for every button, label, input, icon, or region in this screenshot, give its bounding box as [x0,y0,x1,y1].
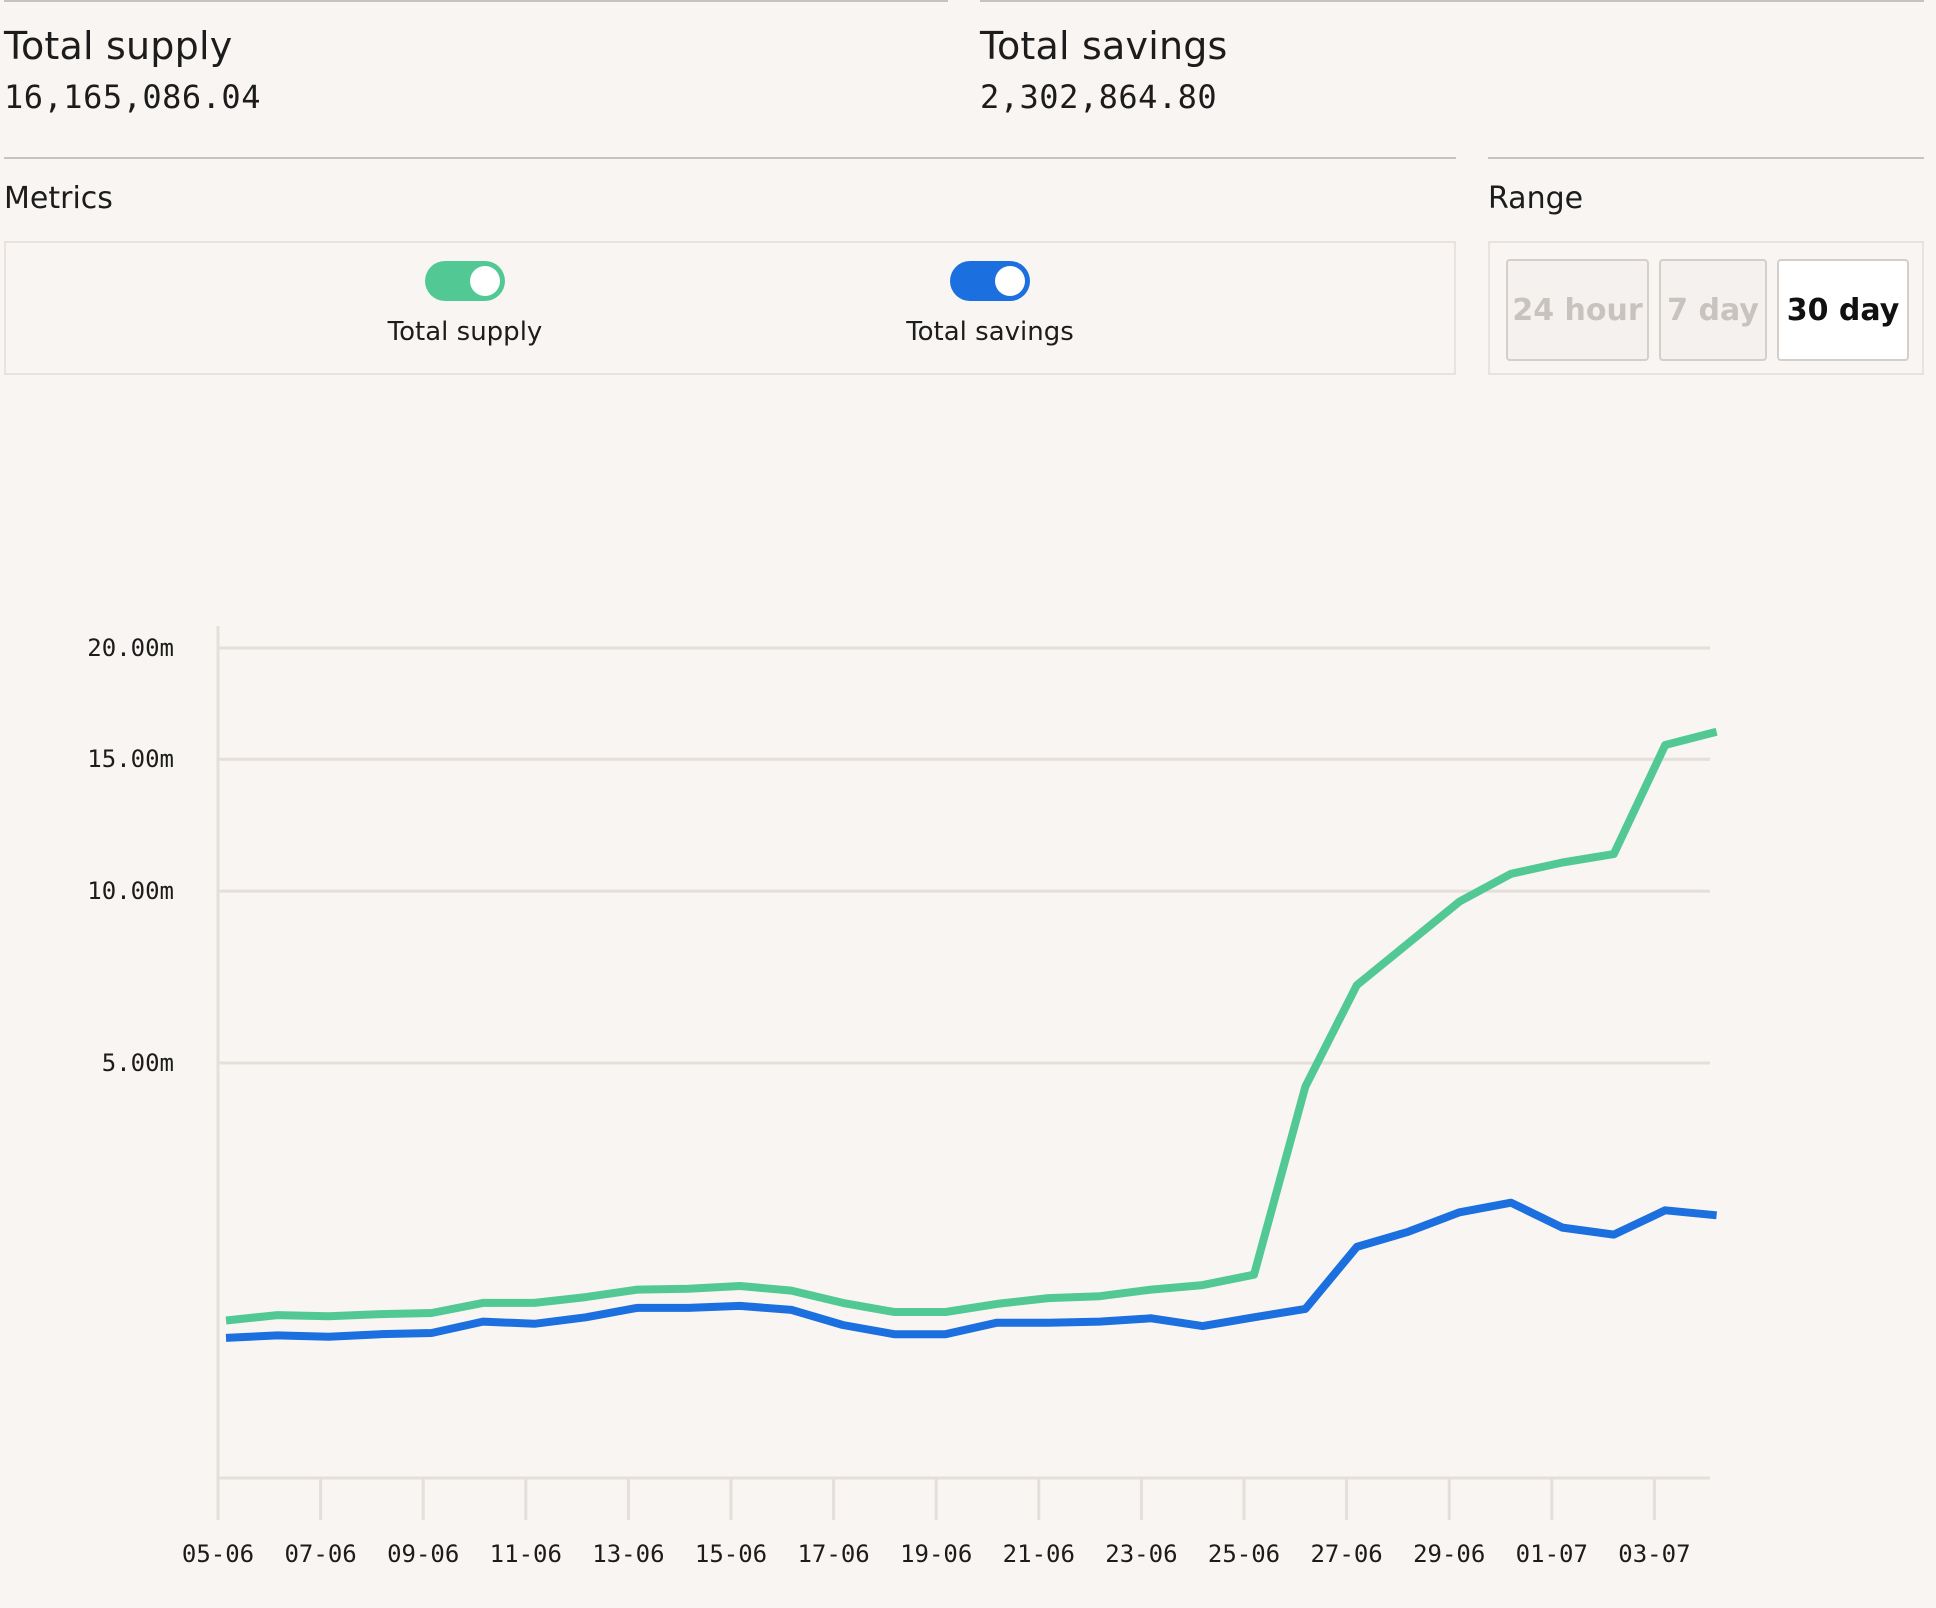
toggle-switch-total-supply[interactable] [425,261,505,301]
series-line-total-supply [225,727,1718,1325]
x-tick-label: 05-06 [182,1540,254,1568]
toggle-switch-total-savings[interactable] [950,261,1030,301]
toggle-total-supply[interactable]: Total supply [345,261,585,347]
total-supply-value: 16,165,086.04 [4,78,261,116]
total-supply-label: Total supply [4,24,233,68]
x-tick-label: 15-06 [695,1540,767,1568]
range-24-hour-button[interactable]: 24 hour [1506,259,1649,361]
y-tick-label: 5.00m [102,1049,174,1077]
toggle-knob [995,266,1025,296]
y-tick-label: 20.00m [87,634,174,662]
total-savings-label: Total savings [980,24,1228,68]
total-savings-value: 2,302,864.80 [980,78,1218,116]
range-button-box: 24 hour 7 day 30 day [1488,241,1924,375]
y-tick-label: 10.00m [87,877,174,905]
toggle-total-savings[interactable]: Total savings [870,261,1110,347]
x-tick-label: 13-06 [592,1540,664,1568]
range-title: Range [1488,181,1584,216]
x-tick-label: 11-06 [490,1540,562,1568]
x-tick-label: 27-06 [1310,1540,1382,1568]
x-tick-label: 23-06 [1105,1540,1177,1568]
metrics-section: Metrics Total supply Total savings [4,157,1456,375]
x-tick-label: 19-06 [900,1540,972,1568]
toggle-knob [470,266,500,296]
x-tick-label: 17-06 [797,1540,869,1568]
range-30-day-button[interactable]: 30 day [1777,259,1909,361]
line-chart: 5.00m 10.00m 15.00m 20.00m 05-06 07-06 09-06 11… [87,626,1718,1568]
x-tick-label: 25-06 [1208,1540,1280,1568]
x-tick-label: 21-06 [1003,1540,1075,1568]
x-tick-label: 01-07 [1516,1540,1588,1568]
toggle-label-total-savings: Total savings [906,317,1074,347]
metrics-title: Metrics [4,181,113,216]
toggle-label-total-supply: Total supply [387,317,543,347]
x-tick-label: 29-06 [1413,1540,1485,1568]
chart-axes: 5.00m 10.00m 15.00m 20.00m 05-06 07-06 09-06 11… [87,626,1710,1568]
x-tick-label: 09-06 [387,1540,459,1568]
chart-series [225,727,1718,1342]
range-7-day-button[interactable]: 7 day [1659,259,1767,361]
x-tick-label: 03-07 [1618,1540,1690,1568]
total-supply-stat: Total supply 16,165,086.04 [4,0,948,116]
chart-grid [218,646,1710,1065]
range-section: Range 24 hour 7 day 30 day [1488,157,1924,375]
series-line-total-savings [225,1198,1717,1342]
y-tick-label: 15.00m [87,745,174,773]
x-tick-label: 07-06 [284,1540,356,1568]
total-savings-stat: Total savings 2,302,864.80 [980,0,1924,116]
metrics-toggle-box: Total supply Total savings [4,241,1456,375]
